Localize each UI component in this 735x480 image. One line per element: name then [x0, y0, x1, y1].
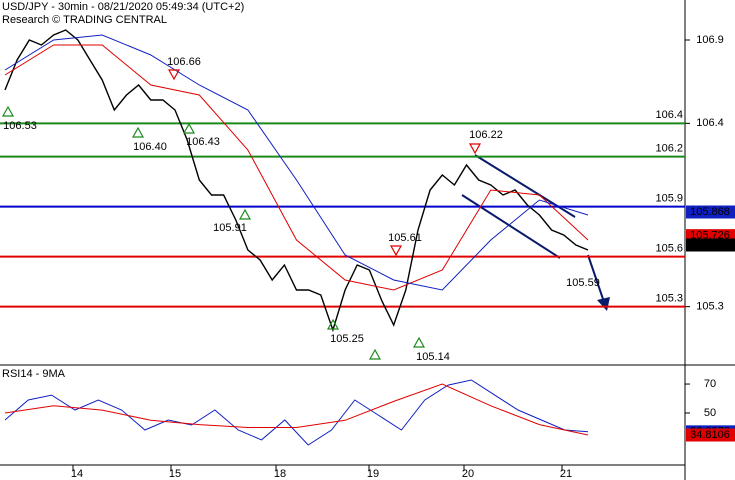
annotation: 105.61 [388, 232, 422, 244]
level-label: 105.6 [655, 243, 683, 255]
signal-marker [368, 348, 382, 360]
series-line [4, 34, 589, 291]
chart-title: USD/JPY - 30min - 08/21/2020 05:49:34 (U… [2, 1, 244, 13]
y-tick-label: 106.9 [696, 34, 724, 46]
series-line [4, 44, 589, 291]
signal-marker [131, 126, 145, 138]
series-line [4, 383, 589, 436]
annotation: 105.25 [330, 333, 364, 345]
y-tick-label: 50 [704, 407, 716, 419]
y-tick-label: 105.3 [696, 301, 724, 313]
level-label: 106.4 [655, 109, 683, 121]
value-box [686, 238, 735, 252]
x-tick-label: 19 [367, 468, 379, 480]
signal-marker [1, 105, 15, 117]
annotation: 105.14 [416, 351, 450, 363]
signal-marker [468, 143, 482, 155]
annotation: 105.91 [213, 222, 247, 234]
value-box-label: 105.67 [693, 239, 727, 251]
channel-line [461, 194, 561, 259]
signal-marker [412, 336, 426, 348]
signal-marker [167, 69, 181, 81]
level-label: 105.9 [655, 193, 683, 205]
value-box-label: 105.868 [690, 206, 730, 218]
y-tick-label: 70 [704, 378, 716, 390]
chart-subtitle: Research © TRADING CENTRAL [2, 14, 167, 26]
x-tick-label: 20 [462, 468, 474, 480]
annotation: 106.22 [469, 129, 503, 141]
series-line [4, 379, 589, 446]
value-box [686, 205, 735, 219]
x-tick-label: 15 [169, 468, 181, 480]
annotation: 106.40 [133, 141, 167, 153]
y-tick-label: 106.4 [696, 117, 724, 129]
annotation: 106.43 [186, 136, 220, 148]
panel-title: RSI14 - 9MA [2, 368, 66, 380]
signal-marker [238, 208, 252, 220]
signal-marker [389, 245, 403, 257]
value-box-label: 34.8106 [690, 429, 730, 441]
annotation: 105.59 [566, 277, 600, 289]
x-tick-label: 18 [274, 468, 286, 480]
signal-marker [326, 318, 340, 330]
signal-marker [182, 122, 196, 134]
x-tick-label: 21 [560, 468, 572, 480]
annotation: 106.53 [3, 120, 37, 132]
level-label: 106.2 [655, 143, 683, 155]
annotation: 106.66 [167, 56, 201, 68]
arrow [587, 254, 605, 303]
x-tick-label: 14 [71, 468, 83, 480]
level-label: 105.3 [655, 293, 683, 305]
value-box [686, 428, 735, 442]
series-line [4, 29, 589, 333]
